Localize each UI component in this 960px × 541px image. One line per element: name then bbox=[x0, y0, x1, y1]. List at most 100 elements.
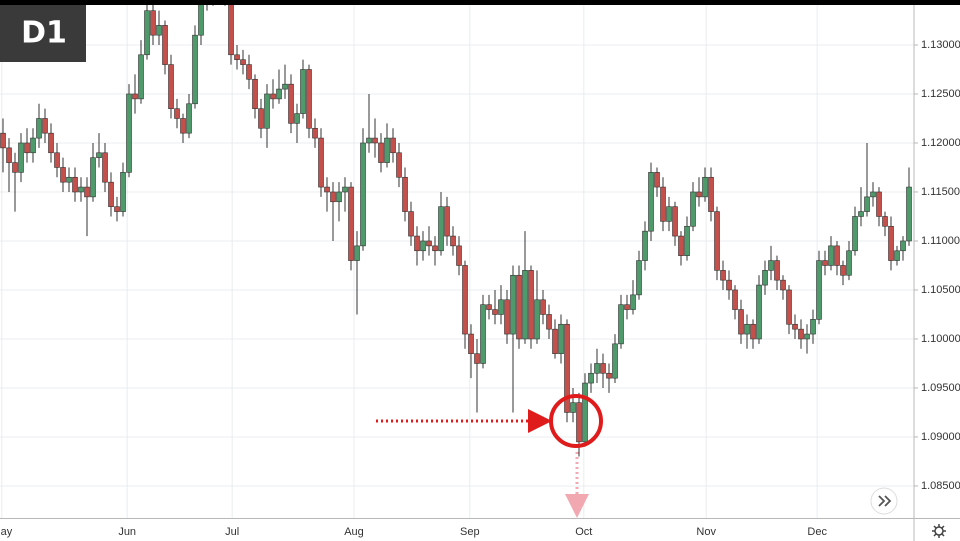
candle-body bbox=[840, 265, 846, 276]
grid bbox=[0, 0, 914, 518]
candle-body bbox=[606, 372, 612, 379]
candle-body bbox=[726, 279, 732, 291]
candle-body bbox=[690, 191, 696, 227]
candle-body bbox=[384, 137, 390, 163]
candle-body bbox=[360, 142, 366, 247]
candle-body bbox=[324, 186, 330, 193]
candle-body bbox=[120, 172, 126, 212]
candle-body bbox=[402, 176, 408, 212]
candle-body bbox=[552, 328, 558, 354]
y-tick-label: 1.10000 bbox=[921, 333, 960, 345]
y-tick-label: 1.12000 bbox=[921, 137, 960, 149]
x-tick-label: May bbox=[0, 526, 13, 538]
candle-body bbox=[774, 260, 780, 281]
candle-body bbox=[336, 191, 342, 203]
candle-body bbox=[192, 34, 198, 105]
candle-body bbox=[522, 270, 528, 340]
settings-button[interactable] bbox=[932, 524, 946, 538]
candle-body bbox=[558, 323, 564, 354]
candle-body bbox=[702, 176, 708, 198]
y-tick-label: 1.13000 bbox=[921, 39, 960, 51]
candle-body bbox=[90, 157, 96, 198]
candle-body bbox=[810, 319, 816, 335]
candle-body bbox=[828, 245, 834, 266]
candle-body bbox=[312, 127, 318, 139]
candle-body bbox=[444, 206, 450, 237]
candle-body bbox=[288, 83, 294, 124]
candle-body bbox=[468, 333, 474, 354]
candle-body bbox=[762, 270, 768, 286]
candle-body bbox=[528, 270, 534, 340]
candle-body bbox=[84, 186, 90, 198]
candle-body bbox=[258, 108, 264, 129]
y-axis: 1.08500 1.09000 1.09500 1.10000 1.10500 1.110… bbox=[914, 39, 960, 492]
candle-body bbox=[270, 93, 276, 100]
candle-body bbox=[822, 260, 828, 266]
scroll-button-icon[interactable] bbox=[878, 495, 892, 507]
candle-body bbox=[342, 186, 348, 193]
candle-body bbox=[318, 137, 324, 188]
candle-body bbox=[144, 10, 150, 56]
candle-body bbox=[744, 323, 750, 335]
y-tick-label: 1.12500 bbox=[921, 88, 960, 100]
candle-body bbox=[96, 152, 102, 158]
candle-body bbox=[486, 304, 492, 310]
candle-body bbox=[60, 167, 66, 183]
candle-body bbox=[534, 299, 540, 340]
candle-body bbox=[864, 196, 870, 212]
y-tick-label: 1.11000 bbox=[921, 235, 960, 247]
candle-body bbox=[108, 181, 114, 207]
candle-body bbox=[642, 230, 648, 261]
candles bbox=[0, 0, 912, 457]
candle-body bbox=[42, 118, 48, 134]
candle-body bbox=[6, 147, 12, 163]
candle-body bbox=[816, 260, 822, 320]
candle-body bbox=[102, 152, 108, 183]
candle-body bbox=[582, 382, 588, 443]
candle-body bbox=[804, 333, 810, 340]
candle-body bbox=[564, 323, 570, 413]
timeframe-label: D1 bbox=[21, 16, 67, 51]
candle-body bbox=[234, 54, 240, 60]
y-tick-label: 1.09500 bbox=[921, 382, 960, 394]
candle-body bbox=[894, 250, 900, 261]
candle-body bbox=[426, 240, 432, 247]
candle-body bbox=[282, 83, 288, 90]
candle-body bbox=[696, 191, 702, 198]
scroll-right-button[interactable] bbox=[870, 487, 898, 515]
candle-body bbox=[480, 304, 486, 364]
candle-body bbox=[600, 363, 606, 374]
candle-body bbox=[240, 59, 246, 65]
gear-teeth[interactable] bbox=[932, 524, 946, 538]
candle-body bbox=[612, 343, 618, 379]
candle-body bbox=[684, 225, 690, 256]
candle-body bbox=[498, 299, 504, 315]
x-tick-label: Jun bbox=[118, 526, 136, 538]
candle-body bbox=[174, 108, 180, 119]
candle-body bbox=[636, 260, 642, 296]
candle-body bbox=[330, 191, 336, 203]
candle-body bbox=[162, 25, 168, 65]
candle-body bbox=[750, 323, 756, 340]
candle-body bbox=[624, 304, 630, 310]
candle-body bbox=[24, 142, 30, 154]
candle-body bbox=[30, 137, 36, 154]
candle-body bbox=[870, 191, 876, 198]
candle-body bbox=[396, 152, 402, 178]
candle-body bbox=[474, 353, 480, 364]
candle-body bbox=[462, 265, 468, 335]
candle-body bbox=[666, 206, 672, 222]
candle-body bbox=[732, 289, 738, 310]
candle-body bbox=[906, 186, 912, 242]
annotation-circle bbox=[549, 394, 603, 448]
x-tick-label: Aug bbox=[344, 526, 364, 538]
candle-body bbox=[300, 69, 306, 114]
candle-body bbox=[150, 10, 156, 36]
x-tick-label: Dec bbox=[807, 526, 827, 538]
candle-body bbox=[180, 118, 186, 134]
candle-body bbox=[576, 402, 582, 443]
candle-body bbox=[138, 54, 144, 100]
y-tick-label: 1.09000 bbox=[921, 431, 960, 443]
candle-body bbox=[264, 93, 270, 129]
candle-body bbox=[276, 88, 282, 100]
